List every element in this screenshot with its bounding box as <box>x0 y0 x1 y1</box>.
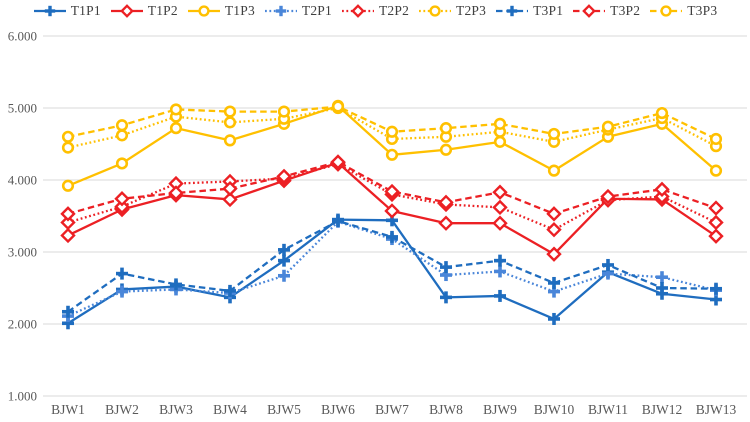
legend-item-T3P2: T3P2 <box>572 3 640 19</box>
legend-label: T3P2 <box>610 3 641 18</box>
x-tick-label: BJW5 <box>267 402 301 417</box>
circle-marker-icon <box>650 5 683 17</box>
legend-label: T3P3 <box>687 3 718 18</box>
y-tick-label: 1.000 <box>8 389 37 404</box>
x-tick-label: BJW3 <box>159 402 193 417</box>
legend-label: T1P3 <box>224 3 255 18</box>
diamond-marker-icon <box>573 4 606 18</box>
x-tick-label: BJW11 <box>588 402 628 417</box>
legend-item-T1P2: T1P2 <box>110 3 178 19</box>
x-tick-label: BJW4 <box>213 402 247 417</box>
x-tick-label: BJW9 <box>483 402 517 417</box>
x-tick-label: BJW10 <box>534 402 575 417</box>
legend-label: T2P1 <box>301 3 332 18</box>
series-T1P3 <box>61 99 723 192</box>
x-tick-label: BJW7 <box>375 402 409 417</box>
y-tick-label: 2.000 <box>8 317 37 332</box>
diamond-marker-icon <box>341 4 374 18</box>
y-tick-label: 6.000 <box>8 29 37 44</box>
x-tick-label: BJW6 <box>321 402 355 417</box>
legend-item-T2P3: T2P3 <box>418 3 486 19</box>
legend-label: T1P1 <box>70 3 101 18</box>
chart-legend: T1P1 T1P2 T1P3 T2P1 T2P2 T2P3 T3P1 T3P2 T3P3 <box>0 3 750 19</box>
y-axis-labels: 6.000 5.000 4.000 3.000 2.000 1.000 <box>8 29 37 404</box>
gridlines <box>43 35 747 397</box>
x-tick-label: BJW8 <box>429 402 463 417</box>
y-tick-label: 4.000 <box>8 173 37 188</box>
legend-item-T2P1: T2P1 <box>264 3 332 19</box>
circle-marker-icon <box>419 5 452 17</box>
legend-label: T2P3 <box>456 3 487 18</box>
y-tick-label: 5.000 <box>8 101 37 116</box>
plus-marker-icon <box>264 5 297 17</box>
diamond-marker-icon <box>110 4 143 18</box>
legend-item-T2P2: T2P2 <box>341 3 409 19</box>
plus-marker-icon <box>496 5 529 17</box>
x-axis-labels: BJW1 BJW2 BJW3 BJW4 BJW5 BJW6 BJW7 BJW8 BJW9 BJW1… <box>51 402 736 417</box>
legend-item-T1P3: T1P3 <box>187 3 255 19</box>
legend-item-T3P3: T3P3 <box>649 3 717 19</box>
x-tick-label: BJW2 <box>105 402 139 417</box>
x-tick-label: BJW12 <box>642 402 683 417</box>
x-tick-label: BJW1 <box>51 402 85 417</box>
series-T3P1 <box>62 215 722 318</box>
series-T3P2 <box>60 154 724 222</box>
legend-item-T3P1: T3P1 <box>495 3 563 19</box>
legend-label: T1P2 <box>147 3 178 18</box>
legend-label: T2P2 <box>378 3 410 18</box>
legend-item-T1P1: T1P1 <box>33 3 101 19</box>
circle-marker-icon <box>187 5 220 17</box>
series-T3P3 <box>61 100 723 146</box>
legend-label: T3P1 <box>533 3 564 18</box>
plus-marker-icon <box>33 5 66 17</box>
x-tick-label: BJW13 <box>696 402 737 417</box>
y-tick-label: 3.000 <box>8 245 37 260</box>
